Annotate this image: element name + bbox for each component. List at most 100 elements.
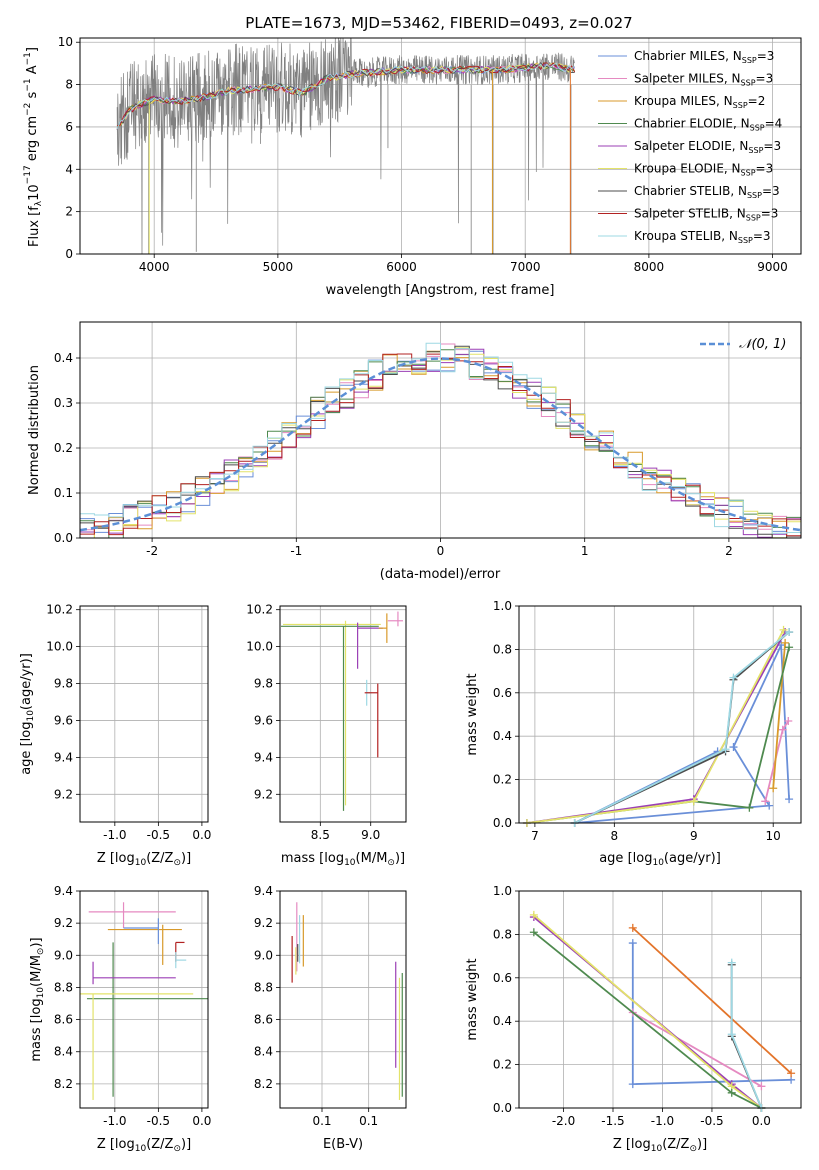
0:spectrum-xtick-label: 9000 [757,260,788,274]
spectrum-ylabel-part: s [25,91,40,102]
spectrum-ylabel-part: A [25,65,40,78]
weight-age-frame [518,605,802,824]
1:histogram-ytick-label: 0.2 [54,441,73,455]
mass-metallicity-ylabel-part: )] [29,937,44,947]
histogram-plot-area: -2 -1 0 1 2 0.0 0.1 0.2 0.3 0.4 [54,321,802,558]
0:spectrum-ytick-label: 0 [65,247,73,261]
spectrum-xlabel: wavelength [Angstrom, rest frame] [326,283,555,298]
age-vs-mass-panel: 8.5 9.0 9.2 9.4 9.6 9.8 10.0 10.2 mass [log10(M/… [246,603,407,868]
spectrum-ylabel-part: ] [25,47,40,52]
legend-entry-count: =2 [748,94,766,108]
age-mass-xlabel-part: (M/M [356,851,388,866]
6:mass-reddening-ytick-label: 8.4 [254,1045,273,1059]
7:weight-metallicity-xtick-label: -0.5 [700,1114,723,1128]
legend-entry: Salpeter MILES, NSSP=3 [634,72,773,88]
6:mass-reddening-ytick-label: 9.4 [254,884,273,898]
mass-metallicity-ylabel-part: (M/M [29,955,44,987]
2:age-metallicity-xtick-label: -0.5 [147,828,170,842]
5:mass-metallicity-ytick-label: 8.2 [54,1077,73,1091]
7:weight-metallicity-xtick-label: -1.0 [651,1114,674,1128]
legend-entry-label: Chabrier MILES, N [634,49,742,63]
2:age-metallicity-ytick-label: 9.2 [54,787,73,801]
3:age-mass-ytick-label: 9.4 [254,750,273,764]
legend-entry-count: =3 [756,162,774,176]
legend-entry-sub: SSP [738,236,753,245]
mass-reddening-xlabel: E(B-V) [323,1137,363,1152]
weight-metallicity-point-marker [727,958,736,967]
age-metallicity-ylabel-part: 10 [26,710,36,722]
legend-entry-label: Chabrier STELIB, N [634,184,747,198]
6:mass-reddening-ytick-label: 8.8 [254,980,273,994]
weight-age-series-line [772,642,786,789]
legend-entry-label: Kroupa STELIB, N [634,229,738,243]
weight-age-series-line [526,646,790,823]
legend-entry: Chabrier MILES, NSSP=3 [634,49,774,65]
5:mass-metallicity-ytick-label: 9.2 [54,916,73,930]
age-mass-xlabel-part: ⊙ [387,858,395,868]
0:spectrum-xtick-label: 7000 [510,260,541,274]
mass-metallicity-ylabel: mass [log10(M/M⊙)] [29,937,46,1061]
weight-age-point-marker [781,638,790,647]
7:weight-metallicity-ytick-label: 0.6 [493,971,512,985]
age-mass-xlabel-part: )] [395,851,405,866]
legend-entry-label: Chabrier ELODIE, N [634,117,750,131]
7:weight-metallicity-xtick-label: -1.5 [601,1114,624,1128]
model-spectrum-line [116,62,575,130]
0:spectrum-ytick-label: 2 [65,205,73,219]
legend-entry-count: =3 [757,49,775,63]
weight-metallicity-point-marker [787,1069,796,1078]
7:weight-metallicity-ytick-label: 0.8 [493,927,512,941]
weight-age-series-line [574,644,790,823]
1:histogram-xtick-label: 2 [725,544,733,558]
legend-entry-count: =3 [761,207,779,221]
4:weight-age-ytick-label: 0.2 [493,773,512,787]
legend-entry-label: Salpeter ELODIE, N [634,139,748,153]
4:weight-age-xtick-label: 10 [766,829,781,843]
weight-metallicity-point-marker [628,939,637,948]
legend-entry-count: =4 [765,117,783,131]
weight-age-series-line [526,631,786,823]
legend-entry: Kroupa ELODIE, NSSP=3 [634,162,773,178]
weight-metallicity-xlabel: Z [log10(Z/Z⊙)] [613,1137,707,1154]
histogram-legend: 𝒩(0, 1) [700,337,786,352]
6:mass-reddening-ytick-label: 8.6 [254,1013,273,1027]
mass-metallicity-xlabel-part: )] [181,1137,191,1152]
weight-age-point-marker [784,717,793,726]
legend-entry: Kroupa MILES, NSSP=2 [634,94,765,110]
1:histogram-xtick-label: 0 [437,544,445,558]
spectrum-ylabel-part: −17 [23,165,33,184]
age-mass-frame [279,605,407,823]
weight-metallicity-series-line [632,1011,762,1088]
2:age-metallicity-ytick-label: 9.8 [54,677,73,691]
histogram-ylabel: Normed distribution [27,365,42,495]
5:mass-metallicity-ytick-label: 9.4 [54,884,73,898]
4:weight-age-xtick-label: 8 [611,829,619,843]
mass-metallicity-xlabel: Z [log10(Z/Z⊙)] [97,1137,191,1154]
weight-age-xlabel-part: 10 [652,858,664,868]
spectrum-ylabel: Flux [fλ10−17 erg cm−2 s−1 A−1] [23,47,44,247]
1:histogram-ytick-label: 0.3 [54,396,73,410]
age-mass-xlabel-part: mass [log [281,851,344,866]
1:histogram-xtick-label: -2 [146,544,158,558]
weight-metallicity-point-marker [529,910,538,919]
age-metallicity-xlabel-part: 10 [135,858,147,868]
5:mass-metallicity-xtick-label: -0.5 [147,1114,170,1128]
spectrum-ylabel-part: 10 [27,184,42,201]
weight-metallicity-point-marker [727,1030,736,1039]
legend-entry-label: Kroupa MILES, N [634,94,733,108]
5:mass-metallicity-ytick-label: 8.6 [54,1013,73,1027]
7:weight-metallicity-ytick-label: 0.4 [493,1014,512,1028]
spectrum-frame [79,37,802,255]
6:mass-reddening-xtick-label: 0.1 [312,1114,331,1128]
weight-age-point-marker [761,797,770,806]
weight-metallicity-point-marker [529,928,538,937]
mass-metallicity-xlabel-part: 10 [135,1144,147,1154]
gaussian-legend-label: 𝒩(0, 1) [739,337,786,352]
weight-age-point-marker [689,797,698,806]
weight-age-point-marker [769,784,778,793]
6:mass-reddening-ytick-label: 8.2 [254,1077,273,1091]
2:age-metallicity-xtick-label: -1.0 [103,828,126,842]
